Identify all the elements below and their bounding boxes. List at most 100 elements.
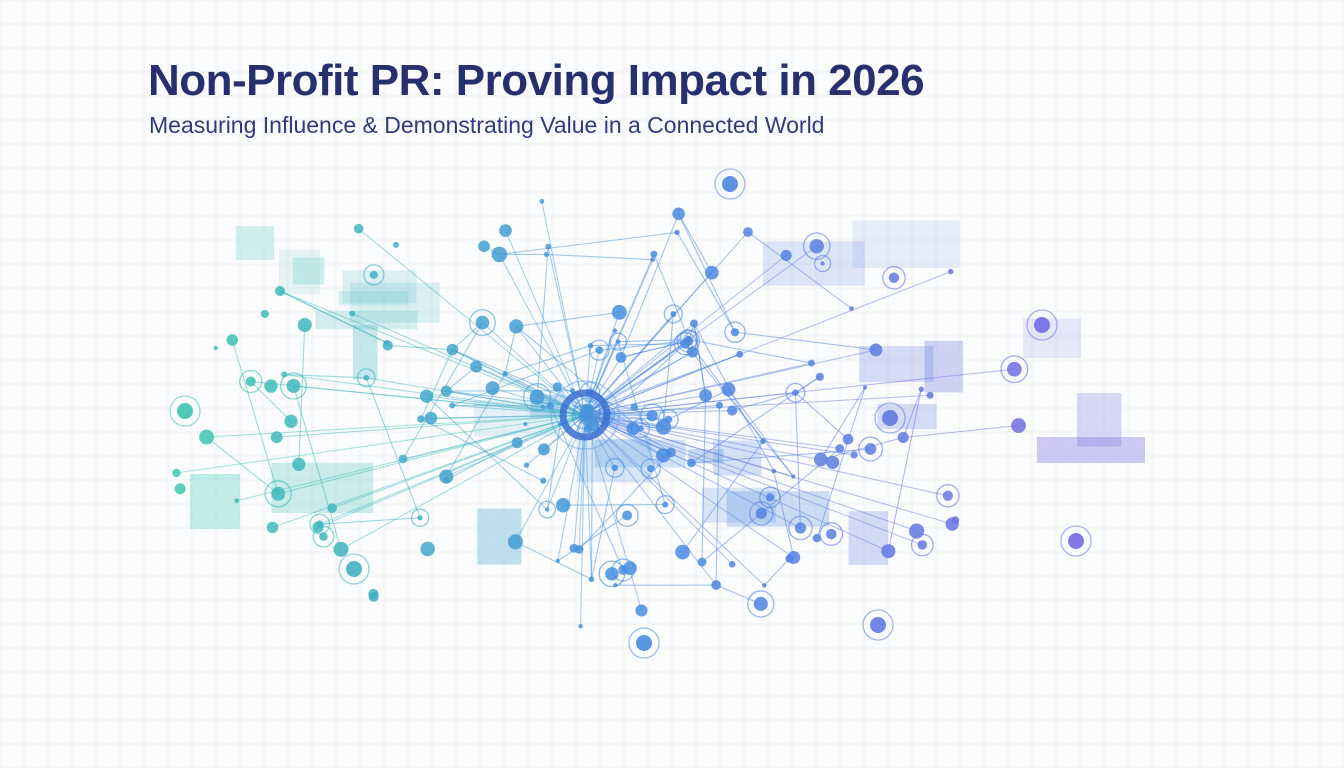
node-ring [788, 515, 813, 541]
panel [848, 511, 888, 565]
node [730, 328, 740, 337]
node-ring [663, 304, 683, 324]
node [850, 451, 858, 459]
node [842, 433, 854, 445]
edge [584, 254, 787, 416]
node [736, 350, 744, 358]
node-ring [469, 309, 496, 337]
node [765, 493, 775, 502]
node [398, 454, 408, 464]
node [611, 304, 627, 320]
node [808, 359, 815, 367]
node [637, 425, 644, 432]
node [417, 515, 423, 521]
edge [693, 323, 775, 472]
node [537, 443, 550, 456]
edge [278, 414, 586, 495]
node [674, 229, 680, 236]
connections [176, 201, 1019, 627]
edge [794, 392, 801, 529]
edge [773, 471, 795, 558]
edge [317, 414, 586, 528]
node [626, 422, 640, 436]
node-ring [538, 500, 557, 519]
edge [887, 389, 922, 552]
node [771, 468, 777, 474]
panel [726, 491, 830, 527]
node-ring [169, 395, 201, 427]
node-ring [609, 332, 628, 351]
node [424, 411, 438, 425]
node-ring [910, 533, 934, 557]
node [864, 443, 877, 455]
node-ring [858, 436, 884, 462]
node-ring [264, 480, 292, 508]
edge [319, 517, 421, 525]
node [630, 403, 638, 411]
node [656, 448, 671, 463]
edge [731, 392, 796, 412]
edge [236, 414, 586, 502]
node [449, 402, 456, 409]
edge [176, 414, 586, 474]
node-ring [239, 369, 263, 394]
panel [576, 439, 652, 483]
edge [547, 246, 586, 416]
edge [504, 373, 586, 416]
edge [715, 584, 762, 605]
node-ring [802, 232, 831, 260]
node [569, 543, 579, 553]
edge [586, 410, 664, 457]
edge [446, 442, 518, 481]
node-ring [785, 382, 806, 403]
edge [590, 467, 616, 580]
node [826, 528, 837, 540]
node-ring [522, 383, 552, 412]
node [869, 343, 883, 357]
hub-halo [550, 380, 620, 450]
node-ring [724, 321, 746, 343]
edge [676, 232, 736, 333]
node-ring [309, 513, 331, 535]
edge [584, 414, 855, 456]
panel [338, 290, 409, 306]
node [439, 469, 454, 484]
node [523, 462, 530, 468]
node [948, 268, 954, 275]
node [755, 507, 767, 519]
node [646, 410, 658, 422]
node [1068, 533, 1084, 549]
edge [536, 246, 549, 398]
node [753, 596, 768, 611]
node-ring [630, 418, 651, 439]
node [270, 431, 283, 444]
edge [584, 414, 953, 525]
node [199, 429, 215, 445]
edge [584, 259, 654, 416]
node [485, 381, 500, 395]
node [284, 414, 298, 429]
edge [604, 417, 669, 421]
panel [852, 220, 960, 269]
node-ring [1000, 355, 1029, 384]
edge [298, 325, 306, 465]
node [393, 241, 400, 248]
node [552, 382, 562, 392]
node [835, 444, 845, 453]
node [690, 319, 698, 328]
edge [504, 326, 517, 374]
node [264, 379, 278, 393]
node [529, 389, 545, 405]
edge [206, 414, 586, 438]
node [297, 318, 312, 333]
edge [668, 388, 729, 421]
node [478, 240, 490, 253]
node [470, 360, 483, 373]
edge [206, 436, 279, 495]
node [812, 533, 822, 543]
edge [584, 414, 889, 552]
node [281, 371, 288, 378]
edge [563, 504, 666, 506]
node [687, 458, 696, 468]
